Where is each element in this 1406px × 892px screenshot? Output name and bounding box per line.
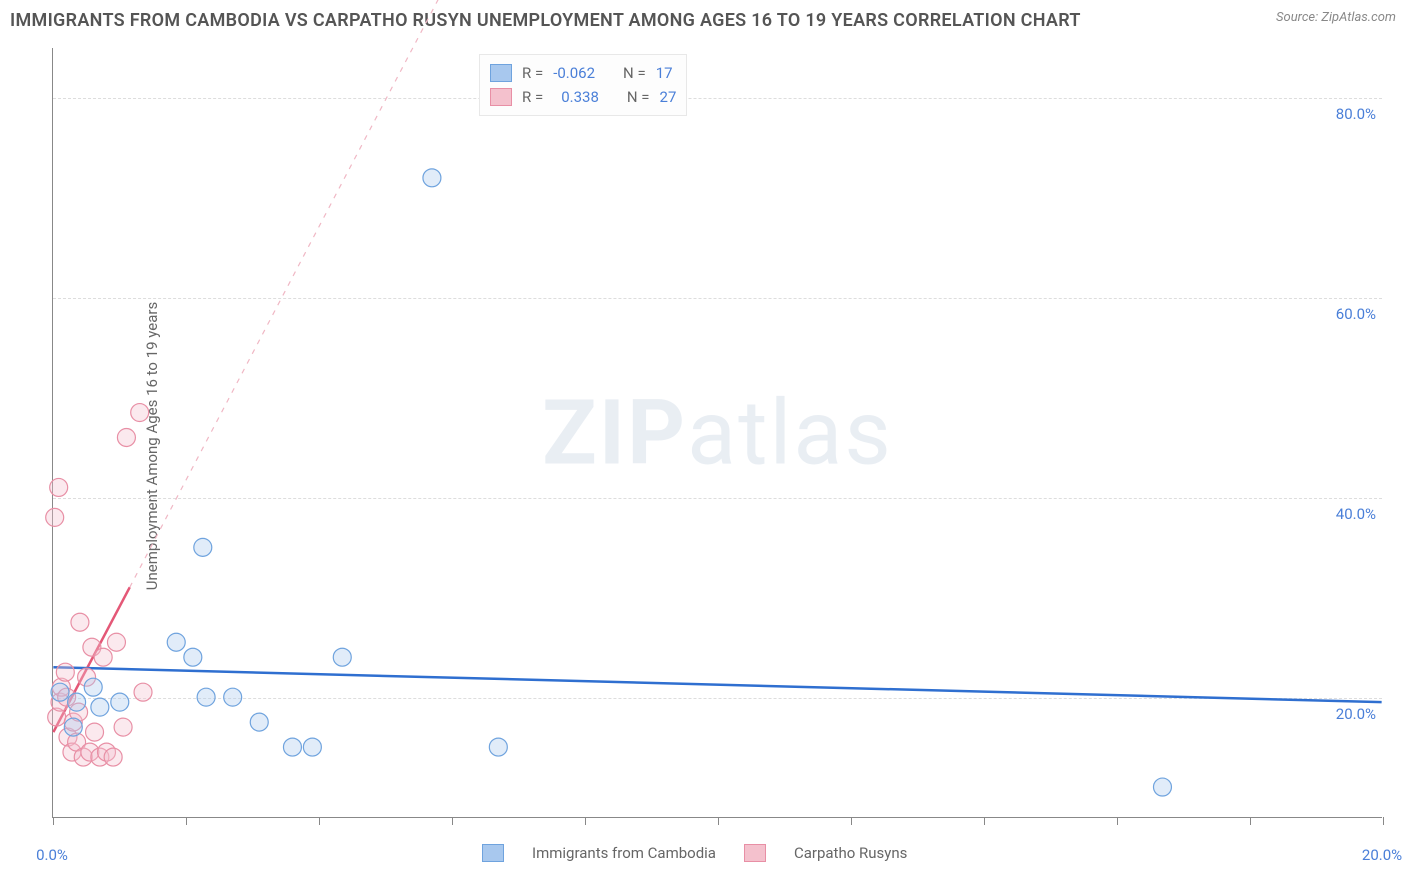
data-point — [117, 429, 135, 447]
data-point — [56, 663, 74, 681]
legend-label-2: Carpatho Rusyns — [794, 844, 907, 862]
data-point — [94, 648, 112, 666]
swatch-series-1 — [490, 64, 512, 82]
x-tick — [1383, 817, 1384, 825]
x-tick — [319, 817, 320, 825]
series-legend: Immigrants from Cambodia Carpatho Rusyns — [482, 844, 907, 862]
data-point — [167, 633, 185, 651]
data-point — [71, 613, 89, 631]
x-tick — [1250, 817, 1251, 825]
scatter-chart-svg — [53, 48, 1382, 817]
r-value-1: -0.062 — [553, 61, 595, 85]
x-tick — [53, 817, 54, 825]
n-label: N = — [623, 61, 646, 85]
n-value-2: 27 — [660, 85, 677, 109]
correlation-stats-box: R = -0.062 N = 17 R = 0.338 N = 27 — [479, 54, 687, 116]
data-point — [1153, 778, 1171, 796]
stats-row-2: R = 0.338 N = 27 — [490, 85, 676, 109]
data-point — [114, 718, 132, 736]
data-point — [184, 648, 202, 666]
r-value-2: 0.338 — [561, 85, 599, 109]
data-point — [224, 688, 242, 706]
data-point — [131, 404, 149, 422]
data-point — [333, 648, 351, 666]
x-tick-label: 0.0% — [36, 846, 68, 864]
plot-area: ZIPatlas 20.0%40.0%60.0%80.0% R = -0.062… — [52, 48, 1382, 818]
data-point — [64, 718, 82, 736]
data-point — [46, 508, 64, 526]
r-label: R = — [522, 61, 543, 85]
data-point — [84, 678, 102, 696]
x-tick — [585, 817, 586, 825]
swatch-series-2 — [490, 88, 512, 106]
data-point — [134, 683, 152, 701]
legend-swatch-1 — [482, 844, 504, 862]
x-tick — [452, 817, 453, 825]
x-tick-label: 20.0% — [1362, 846, 1402, 864]
data-point — [194, 538, 212, 556]
x-tick — [718, 817, 719, 825]
data-point — [50, 478, 68, 496]
data-point — [111, 693, 129, 711]
data-point — [423, 169, 441, 187]
data-point — [489, 738, 507, 756]
stats-row-1: R = -0.062 N = 17 — [490, 61, 676, 85]
x-tick — [984, 817, 985, 825]
legend-label-1: Immigrants from Cambodia — [532, 844, 716, 862]
data-point — [250, 713, 268, 731]
data-point — [91, 698, 109, 716]
chart-title: IMMIGRANTS FROM CAMBODIA VS CARPATHO RUS… — [10, 10, 1081, 31]
data-point — [303, 738, 321, 756]
data-point — [104, 748, 122, 766]
data-point — [51, 683, 69, 701]
r-label: R = — [522, 85, 543, 109]
data-point — [68, 693, 86, 711]
x-axis-area: 0.0%20.0% Immigrants from Cambodia Carpa… — [52, 830, 1382, 880]
data-point — [107, 633, 125, 651]
x-tick — [851, 817, 852, 825]
n-label: N = — [627, 85, 650, 109]
x-tick — [186, 817, 187, 825]
data-point — [283, 738, 301, 756]
x-tick — [1117, 817, 1118, 825]
source-label: Source: ZipAtlas.com — [1276, 10, 1396, 25]
data-point — [86, 723, 104, 741]
data-point — [197, 688, 215, 706]
n-value-1: 17 — [656, 61, 673, 85]
legend-swatch-2 — [744, 844, 766, 862]
